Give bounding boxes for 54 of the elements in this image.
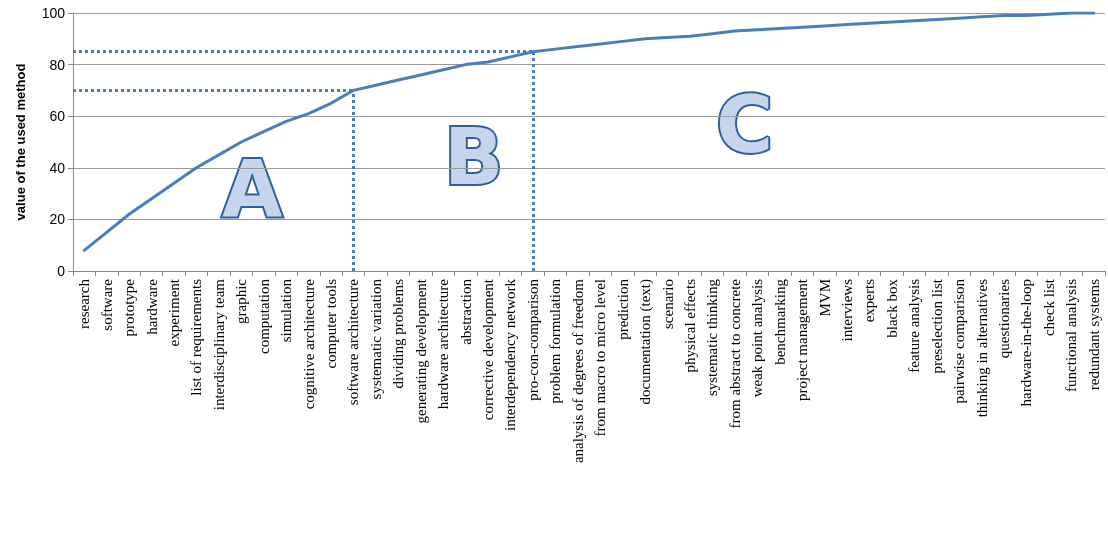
x-tick-label: scenario xyxy=(659,279,676,329)
x-tick-label: graphic xyxy=(233,278,250,324)
x-tick-label: thinking in alternatives xyxy=(973,278,990,418)
x-tick-label: list of requirements xyxy=(188,278,205,396)
x-tick-label: software architecture xyxy=(345,278,362,406)
x-tick-label: feature analysis xyxy=(906,278,923,373)
x-tick-label: redundant systems xyxy=(1085,278,1102,391)
x-tick-label: preselection list xyxy=(928,278,945,374)
x-tick-label: experts xyxy=(861,278,878,323)
x-tick-label: computer tools xyxy=(323,278,339,369)
x-tick-label: corrective development xyxy=(480,278,497,421)
x-tick-label: pairwise comparison xyxy=(951,278,968,404)
y-tick-label: 60 xyxy=(49,108,66,125)
x-tick-label: software xyxy=(98,278,115,331)
x-tick-label: benchmarking xyxy=(771,278,788,365)
y-tick-label: 0 xyxy=(57,263,66,279)
x-tick-label: questionaries xyxy=(996,278,1013,359)
x-tick-label: project management xyxy=(794,278,811,402)
x-tick-label: systematic thinking xyxy=(704,278,721,397)
x-tick-label: hardware xyxy=(143,278,160,335)
x-tick-label: physical effects xyxy=(681,278,698,373)
x-tick-label: cognitive architecture xyxy=(300,278,317,410)
x-tick-label: computation xyxy=(255,278,272,354)
x-tick-label: weak point analysis xyxy=(749,278,766,398)
x-tick-label: pro-con-comparison xyxy=(524,278,541,401)
y-tick-label: 100 xyxy=(41,5,66,21)
x-tick-label: hardware-in-the-loop xyxy=(1018,279,1035,407)
x-tick-label: interviews xyxy=(839,278,855,342)
x-tick-label: systematic variation xyxy=(367,278,384,400)
x-tick-label: problem formulation xyxy=(547,278,564,404)
x-tick-label: prototype xyxy=(121,278,138,337)
x-tick-label: experiment xyxy=(165,278,182,347)
y-tick-label: 20 xyxy=(49,211,66,228)
y-axis-title: value of the used method xyxy=(13,63,28,221)
x-tick-label: generating development xyxy=(412,278,429,424)
x-tick-label: documentation (text) xyxy=(637,279,655,405)
x-tick-label: from macro to micro level xyxy=(592,279,609,437)
x-tick-label: from abstract to concrete xyxy=(726,278,743,429)
x-tick-label: MVM xyxy=(816,279,833,317)
x-tick-label: functional analysis xyxy=(1063,278,1080,392)
annotation: A xyxy=(222,144,283,234)
y-tick-label: 40 xyxy=(49,159,66,176)
x-tick-label: prediction xyxy=(614,278,631,340)
x-tick-label: research xyxy=(76,278,93,329)
x-tick-label: check list xyxy=(1040,278,1057,337)
x-tick-label: hardware architecture xyxy=(435,278,452,410)
x-tick-label: interdisciplinary team xyxy=(210,278,227,411)
x-tick-label: simulation xyxy=(278,278,295,343)
y-tick-label: 80 xyxy=(49,56,66,73)
x-tick-label: analysis of degrees of freedom xyxy=(569,278,586,464)
x-tick-label: interdependency network xyxy=(502,278,519,432)
x-tick-label: dividing problems xyxy=(390,278,407,389)
x-tick-label: abstraction xyxy=(457,278,474,345)
x-tick-label: black box xyxy=(883,278,900,338)
